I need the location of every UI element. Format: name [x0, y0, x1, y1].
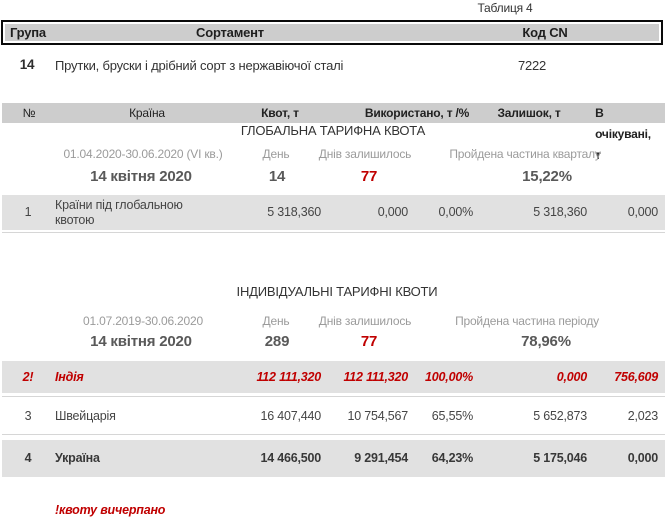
table-row-india: 2! Індія 112 111,320 112 111,320 100,00%…	[2, 361, 665, 393]
global-date-value: 14 квітня 2020	[90, 168, 192, 185]
global-days-left-label: Днів залишилось	[318, 147, 412, 161]
col-quota: Квот, т	[261, 106, 299, 120]
group-sortament-text: Прутки, бруски і дрібний сорт з нержавію…	[55, 58, 344, 73]
col-rest: Залишок, т	[497, 106, 561, 120]
global-progress-label: Пройдена частина кварталу	[449, 147, 601, 161]
global-days-left-value: 77	[360, 168, 378, 185]
divider	[2, 396, 665, 397]
row-rest: 0,000	[556, 370, 587, 384]
individual-progress-label: Пройдена частина періоду	[455, 314, 599, 328]
col-used: Використано, т /%	[364, 106, 470, 120]
row-used: 9 291,454	[354, 451, 408, 465]
quota-exhausted-footnote: !квоту вичерпано	[55, 503, 166, 517]
row-country: Україна	[55, 451, 100, 465]
row-expected: 0,000	[627, 205, 658, 219]
row-rest: 5 652,873	[533, 409, 587, 423]
row-quota: 14 466,500	[260, 451, 321, 465]
global-day-label: День	[262, 147, 290, 161]
global-period-label: 01.04.2020-30.06.2020 (VI кв.)	[63, 147, 223, 161]
row-country-line2: квотою	[55, 212, 95, 227]
table-row-global-1: 1 Країни під глобальною квотою 5 318,360…	[2, 195, 665, 230]
row-used: 0,000	[377, 205, 408, 219]
row-expected: 2,023	[627, 409, 658, 423]
row-used-pct: 0,00%	[438, 205, 474, 219]
divider	[2, 232, 665, 233]
group-number: 14	[19, 57, 35, 72]
table-row-switzerland: 3 Швейцарія 16 407,440 10 754,567 65,55%…	[2, 399, 665, 435]
individual-period-label: 01.07.2019-30.06.2020	[83, 314, 203, 328]
individual-day-label: День	[262, 314, 290, 328]
row-used: 112 111,320	[343, 370, 408, 384]
individual-day-value: 289	[264, 333, 290, 350]
group-header-sortament: Сортамент	[196, 25, 264, 40]
global-progress-value: 15,22%	[522, 168, 572, 185]
row-country: Швейцарія	[55, 409, 116, 423]
group-header-group: Група	[10, 25, 46, 40]
col-expected: В очікувані, т	[595, 106, 651, 162]
row-num: 2!	[22, 370, 34, 384]
row-num: 3	[24, 409, 32, 423]
individual-date-value: 14 квітня 2020	[90, 333, 192, 350]
row-quota: 5 318,360	[267, 205, 321, 219]
individual-section-title: ІНДИВІДУАЛЬНІ ТАРИФНІ КВОТИ	[236, 284, 438, 299]
individual-progress-value: 78,96%	[521, 333, 571, 350]
row-rest: 5 175,046	[533, 451, 587, 465]
row-used: 10 754,567	[347, 409, 408, 423]
row-num: 1	[24, 205, 32, 219]
row-rest: 5 318,360	[533, 205, 587, 219]
individual-days-left-label: Днів залишилось	[318, 314, 412, 328]
column-header-bar: № Країна Квот, т Використано, т /% Залиш…	[2, 103, 665, 162]
row-used-pct: 65,55%	[431, 409, 473, 423]
col-num: №	[22, 106, 36, 120]
row-country: Індія	[55, 370, 84, 384]
table-row-ukraine: 4 Україна 14 466,500 9 291,454 64,23% 5 …	[2, 440, 665, 477]
row-quota: 112 111,320	[256, 370, 321, 384]
row-expected: 756,609	[614, 370, 658, 384]
row-quota: 16 407,440	[260, 409, 321, 423]
table-number-label: Таблиця 4	[477, 1, 533, 15]
row-country: Країни під глобальною квотою	[55, 198, 215, 227]
global-day-value: 14	[268, 168, 286, 185]
global-section-title: ГЛОБАЛЬНА ТАРИФНА КВОТА	[240, 123, 426, 138]
group-code-cn-value: 7222	[517, 58, 547, 73]
individual-days-left-value: 77	[360, 333, 378, 350]
row-expected: 0,000	[627, 451, 658, 465]
row-num: 4	[24, 451, 32, 465]
row-country-line1: Країни під глобальною	[55, 198, 183, 212]
row-used-pct: 100,00%	[425, 370, 473, 384]
col-country: Країна	[129, 106, 165, 120]
group-header-code-cn: Код CN	[522, 25, 568, 40]
row-used-pct: 64,23%	[431, 451, 473, 465]
group-header-bar: Група Сортамент Код CN	[1, 20, 663, 45]
